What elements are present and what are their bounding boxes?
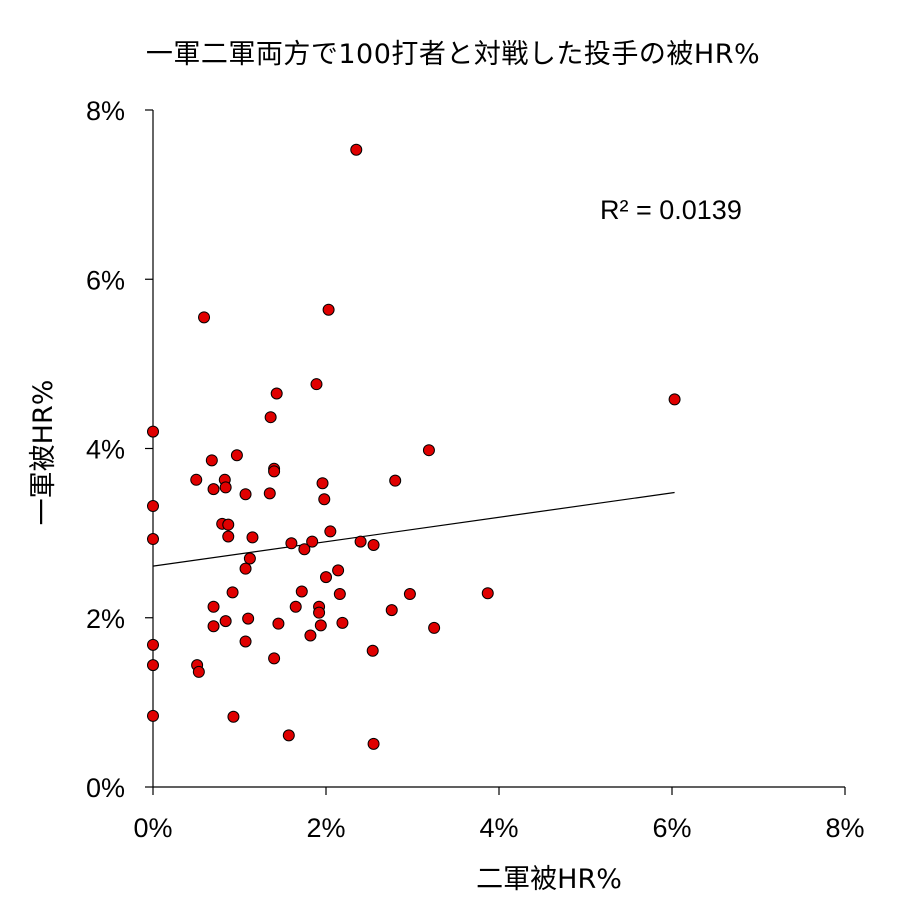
data-point xyxy=(322,303,335,316)
data-point xyxy=(332,564,345,577)
data-point xyxy=(367,538,380,551)
data-point xyxy=(313,606,326,619)
points-group xyxy=(147,143,681,750)
data-point xyxy=(219,615,232,628)
data-point xyxy=(320,571,332,584)
y-tick-label: 0% xyxy=(86,773,125,803)
data-point xyxy=(147,425,159,438)
data-point xyxy=(147,533,159,546)
data-point xyxy=(222,530,235,543)
data-point xyxy=(268,652,281,665)
data-point xyxy=(243,552,256,565)
data-point xyxy=(207,600,220,613)
data-point xyxy=(306,535,319,548)
data-point xyxy=(324,525,337,538)
data-point xyxy=(272,617,285,630)
y-tick-label: 8% xyxy=(86,96,125,126)
data-point xyxy=(354,535,367,548)
y-tick-label: 6% xyxy=(86,265,125,295)
data-point xyxy=(333,588,346,601)
data-point xyxy=(389,474,402,487)
data-point xyxy=(192,665,205,678)
data-point xyxy=(350,143,363,156)
data-point xyxy=(207,620,220,633)
data-point xyxy=(239,562,252,575)
data-point xyxy=(227,710,240,723)
data-point xyxy=(270,387,283,400)
data-point xyxy=(298,543,311,556)
data-point xyxy=(219,481,232,494)
data-point xyxy=(205,454,218,467)
data-point xyxy=(318,493,331,506)
data-point xyxy=(268,465,281,478)
trendline-group xyxy=(152,491,675,567)
data-point xyxy=(207,483,220,496)
data-point xyxy=(336,616,349,629)
y-tick-label: 2% xyxy=(86,604,125,634)
y-tick-label: 4% xyxy=(86,435,125,465)
x-tick-label: 2% xyxy=(306,813,345,843)
data-point xyxy=(366,644,379,657)
data-point xyxy=(147,709,159,722)
data-point xyxy=(190,473,203,486)
axes xyxy=(145,109,846,795)
data-point xyxy=(295,585,308,598)
data-point xyxy=(304,629,317,642)
data-point xyxy=(263,487,276,500)
data-point xyxy=(289,600,302,613)
data-point xyxy=(246,531,259,544)
x-tick-label: 6% xyxy=(652,813,691,843)
trendline xyxy=(152,491,675,567)
data-point xyxy=(314,619,327,632)
x-tick-label: 8% xyxy=(825,813,864,843)
data-point xyxy=(428,621,441,634)
chart-title: 一軍二軍両方で100打者と対戦した投手の被HR% xyxy=(145,39,761,70)
data-point xyxy=(147,638,159,651)
data-point xyxy=(310,378,323,391)
data-point xyxy=(422,444,435,457)
data-point xyxy=(285,537,298,550)
r-squared-label: R² = 0.0139 xyxy=(600,195,742,225)
data-point xyxy=(282,729,295,742)
data-point xyxy=(668,393,681,406)
x-tick-label: 4% xyxy=(479,813,518,843)
data-point xyxy=(264,411,277,424)
data-point xyxy=(481,587,494,600)
data-point xyxy=(385,604,398,617)
data-point xyxy=(403,588,416,601)
y-axis-title: 一軍被HR% xyxy=(28,380,59,526)
data-point xyxy=(226,586,239,599)
data-point xyxy=(316,477,329,490)
labels-group: 0% 2% 4% 6% 8% 0% 2% 4% 6% 8% 二軍被HR% 一軍被HR% R² = 0.0… xyxy=(28,96,865,895)
data-point xyxy=(242,612,255,625)
data-point xyxy=(222,518,235,531)
data-point xyxy=(147,659,159,672)
data-point xyxy=(239,488,252,501)
x-tick-label: 0% xyxy=(133,813,172,843)
data-point xyxy=(198,311,211,324)
x-axis-title: 二軍被HR% xyxy=(476,864,622,895)
data-point xyxy=(367,737,380,750)
data-point xyxy=(230,449,243,462)
data-point xyxy=(239,635,252,648)
data-point xyxy=(147,500,159,513)
